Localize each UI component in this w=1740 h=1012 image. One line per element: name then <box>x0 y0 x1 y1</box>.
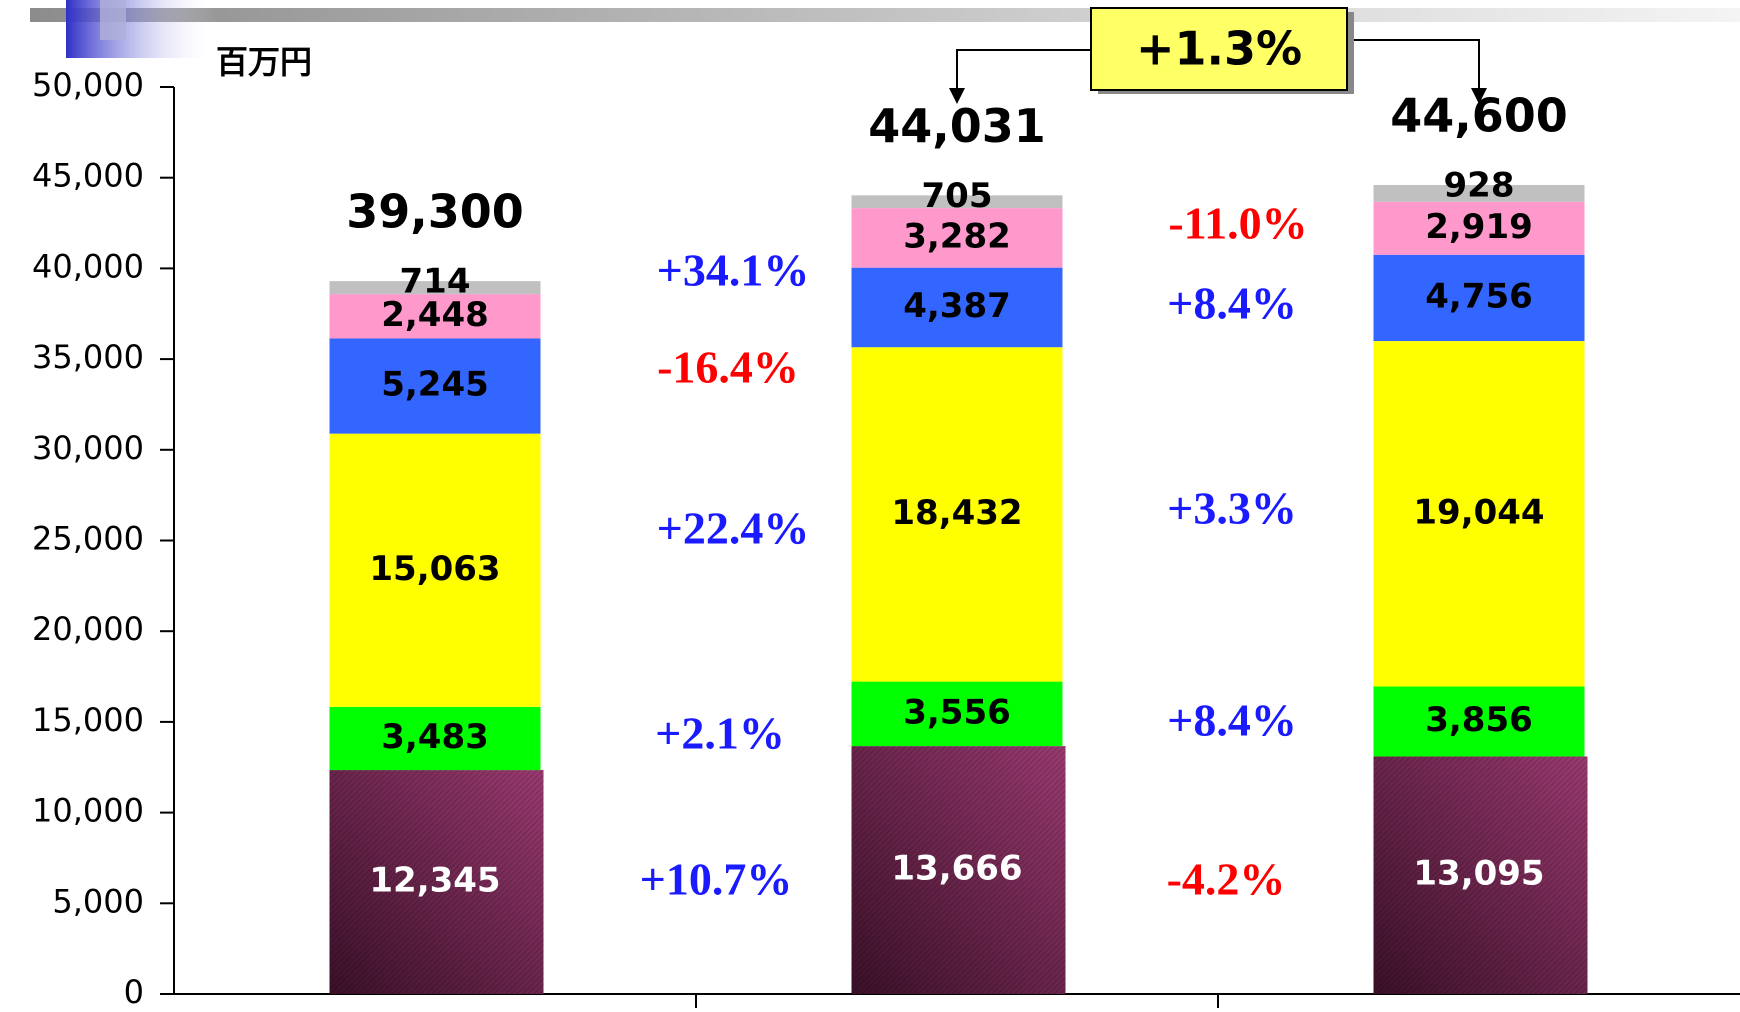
growth-annotation: +10.7% <box>640 854 793 905</box>
bar-segment <box>1373 254 1585 342</box>
callout-arrow <box>1347 39 1480 90</box>
growth-annotation: +2.1% <box>655 708 785 759</box>
bar-segment <box>851 347 1063 682</box>
y-tick-label: 45,000 <box>32 157 144 195</box>
bar-segment <box>329 294 541 339</box>
growth-annotation: -11.0% <box>1168 198 1307 249</box>
segment-label: 12,345 <box>369 861 500 901</box>
segment-label: 705 <box>922 176 993 216</box>
y-tick-label: 30,000 <box>32 429 144 467</box>
y-tick-label: 20,000 <box>32 610 144 648</box>
segment-label: 3,556 <box>903 692 1011 732</box>
bar-segment <box>851 267 1063 348</box>
segment-label: 3,282 <box>903 216 1011 256</box>
y-tick-label: 5,000 <box>52 882 144 920</box>
bar-segment <box>1373 686 1585 757</box>
segment-label: 928 <box>1444 165 1515 205</box>
growth-annotation: +34.1% <box>657 245 810 296</box>
segment-label: 714 <box>400 262 471 302</box>
callout-arrow <box>956 49 1091 90</box>
growth-annotation: +8.4% <box>1167 695 1297 746</box>
bar-segment <box>851 208 1063 268</box>
growth-annotation: -4.2% <box>1167 854 1286 905</box>
y-tick-label: 40,000 <box>32 247 144 285</box>
callout: +1.3% <box>1090 7 1354 94</box>
total-label: 44,031 <box>868 99 1046 153</box>
segment-label: 13,666 <box>891 849 1022 889</box>
total-label: 39,300 <box>346 185 524 239</box>
segment-label: 15,063 <box>369 549 500 589</box>
bar-segment <box>851 681 1063 747</box>
bar-segment <box>329 433 541 707</box>
segment-label: 3,856 <box>1425 700 1533 740</box>
y-tick-label: 25,000 <box>32 520 144 558</box>
segment-label: 18,432 <box>891 493 1022 533</box>
growth-annotation: +22.4% <box>657 503 810 554</box>
growth-annotation: -16.4% <box>657 342 799 393</box>
unit-label: 百万円 <box>216 43 312 81</box>
bar-hatch <box>1373 756 1588 994</box>
bar-segment <box>851 195 1063 209</box>
y-tick-label: 15,000 <box>32 701 144 739</box>
bar-segment <box>1373 184 1585 202</box>
bar-segment <box>329 338 541 434</box>
segment-label: 5,245 <box>381 365 489 405</box>
segment-label: 2,448 <box>381 295 489 335</box>
growth-annotation: +8.4% <box>1167 278 1297 329</box>
y-tick-label: 10,000 <box>32 792 144 830</box>
segment-label: 4,387 <box>903 286 1011 326</box>
callout-text: +1.3% <box>1136 22 1302 76</box>
segment-label: 13,095 <box>1413 854 1544 894</box>
segment-label: 19,044 <box>1413 492 1544 532</box>
growth-annotation: +3.3% <box>1167 483 1297 534</box>
bar-segment <box>329 706 541 771</box>
y-tick-label: 50,000 <box>32 66 144 104</box>
segment-label: 2,919 <box>1425 207 1533 247</box>
segment-label: 3,483 <box>381 717 489 757</box>
bar-segment <box>329 281 541 295</box>
y-tick-label: 0 <box>124 973 144 1011</box>
arrow-head <box>1471 88 1487 104</box>
bar-segment <box>1373 201 1585 255</box>
arrow-head <box>949 88 965 104</box>
bar-hatch <box>851 746 1066 994</box>
bar-segment <box>1373 341 1585 687</box>
segment-label: 4,756 <box>1425 276 1533 316</box>
y-tick-label: 35,000 <box>32 338 144 376</box>
bar-hatch <box>329 770 544 994</box>
